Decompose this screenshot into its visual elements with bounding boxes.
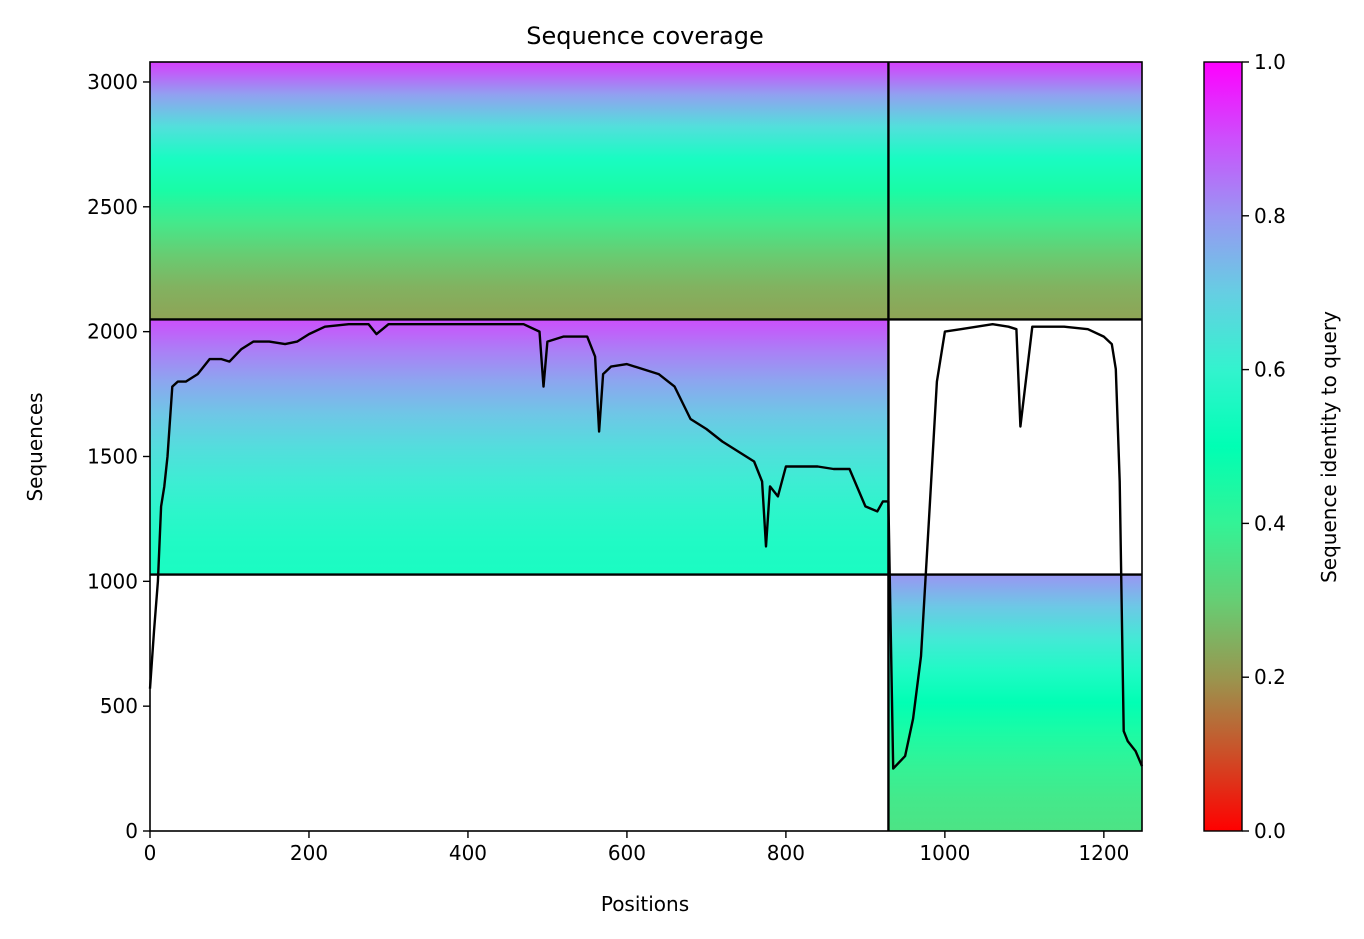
plot-frame [149, 61, 1143, 832]
coverage-blocks [150, 62, 1142, 831]
coverage-line [148, 323, 1144, 770]
coverage-block [150, 62, 889, 320]
y-tick-label: 2000 [87, 320, 138, 344]
colorbar-ticks: 0.0 0.2 0.4 0.6 0.8 1.0 [1242, 50, 1286, 843]
colorbar-tick-label: 0.4 [1254, 511, 1286, 535]
y-tick-label: 0 [125, 819, 138, 843]
x-tick-label: 200 [290, 841, 328, 865]
y-tick-label: 2500 [87, 195, 138, 219]
coverage-block [888, 62, 1142, 320]
colorbar-tick-label: 0.8 [1254, 204, 1286, 228]
colorbar-tick-label: 0.2 [1254, 665, 1286, 689]
coverage-block [150, 319, 889, 575]
boundary-lines [150, 62, 1142, 831]
x-tick-label: 800 [767, 841, 805, 865]
coverage-block [888, 574, 1142, 831]
colorbar-tick-label: 0.0 [1254, 819, 1286, 843]
x-tick-label: 0 [144, 841, 157, 865]
x-tick-label: 1200 [1078, 841, 1129, 865]
y-axis-title: Sequences [23, 392, 47, 501]
colorbar-label: Sequence identity to query [1317, 311, 1341, 583]
coverage-curve-layer [148, 323, 1144, 770]
colorbar-tick-label: 0.6 [1254, 358, 1286, 382]
colorbar [1203, 61, 1243, 832]
y-axis-ticks: 0 500 1000 1500 2000 2500 3000 [87, 70, 150, 843]
y-tick-label: 1500 [87, 444, 138, 468]
x-tick-label: 400 [449, 841, 487, 865]
x-axis-title: Positions [601, 892, 689, 916]
colorbar-tick-label: 1.0 [1254, 50, 1286, 74]
y-tick-label: 500 [100, 694, 138, 718]
chart-title: Sequence coverage [526, 22, 763, 50]
y-tick-label: 1000 [87, 569, 138, 593]
y-tick-label: 3000 [87, 70, 138, 94]
x-tick-label: 1000 [919, 841, 970, 865]
x-axis-ticks: 0 200 400 600 800 1000 1200 [144, 831, 1129, 865]
x-tick-label: 600 [608, 841, 646, 865]
